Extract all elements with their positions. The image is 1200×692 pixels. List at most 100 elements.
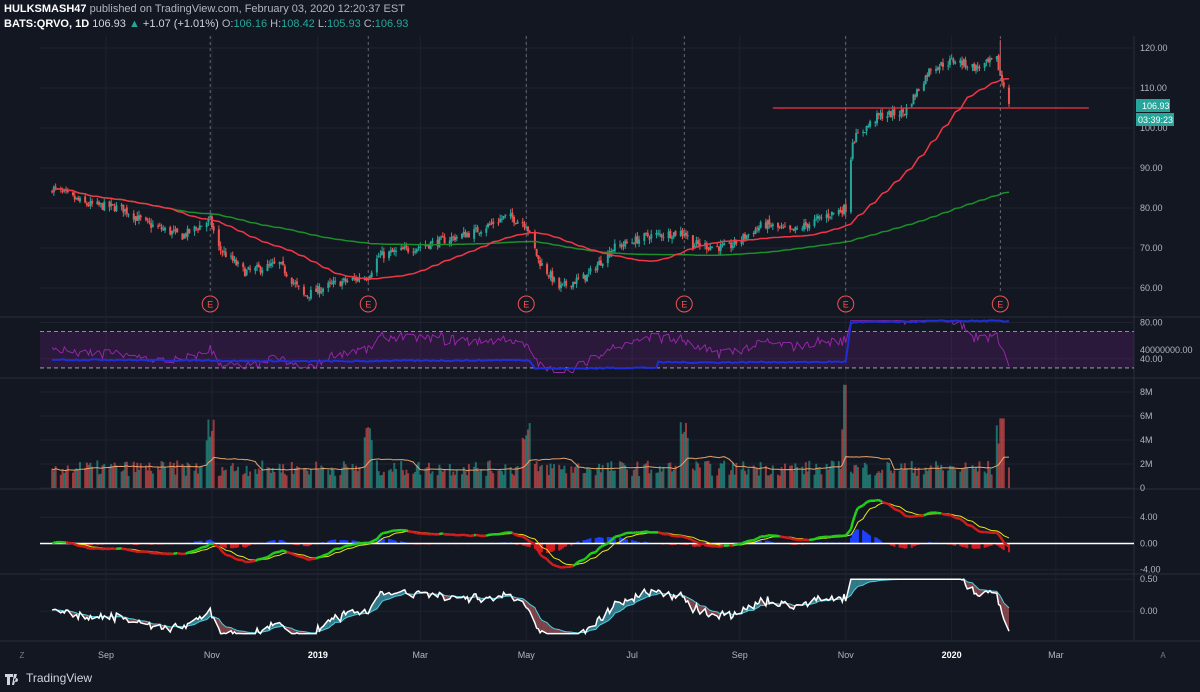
y-tick-label: 90.00 [1140,163,1163,173]
oscillator-fill [974,584,976,594]
candle-body [224,251,227,257]
volume-bar [584,472,587,488]
candle-body [124,208,127,212]
earnings-marker[interactable] [991,295,1009,313]
macd-line-segment [570,564,574,568]
macd-line-segment [973,527,977,531]
macd-line-segment [867,499,871,503]
macd-histogram-bar [341,540,344,544]
candle-body [697,240,700,244]
volume-bar [320,465,323,488]
candle-body [752,232,755,234]
volume-bar [526,429,529,488]
candle-body [950,58,953,60]
macd-line-segment [193,548,197,552]
candle-body [759,222,762,228]
candle-body [771,224,774,227]
candle-body [547,275,550,277]
volume-bar [87,464,90,488]
macd-line-segment [716,545,720,549]
earnings-marker[interactable] [359,295,377,313]
macd-histogram-bar [903,543,906,549]
volume-bar [315,461,318,488]
candle-body [304,295,307,297]
volume-bar [224,469,227,488]
macd-line-segment [893,507,900,513]
macd-histogram-bar [221,543,224,548]
candle-body [638,239,641,244]
volume-bar [188,464,191,488]
candle-body [197,229,200,231]
candle-body [961,61,964,66]
candle-body [355,277,358,281]
candle-body [577,277,580,279]
earnings-marker[interactable] [517,295,535,313]
chart-canvas[interactable]: E E E E E E Sep Nov 2019 Mar May Jul Sep Nov 2020 Mar Z… [0,0,1200,664]
y-tick-label: 2M [1140,459,1153,469]
candle-body [879,113,882,116]
volume-bar [985,473,988,488]
symbol-label[interactable]: BATS:QRVO, 1D [4,18,90,30]
volume-bar [935,461,938,488]
candle-body [691,235,694,249]
candle-body [874,122,877,124]
oscillator-fill [376,595,379,609]
earnings-marker[interactable] [201,295,219,313]
auto-scale-button[interactable]: A [1160,651,1166,660]
macd-line-segment [740,541,745,545]
macd-line-segment [575,560,580,565]
volume-bar [247,475,250,488]
candle-body [540,263,543,266]
macd-line-segment [221,550,225,555]
volume-bar [770,473,773,488]
macd-pane[interactable] [40,498,1134,569]
candle-body [905,107,908,116]
zoom-button[interactable]: Z [20,651,25,660]
volume-bar [52,471,55,488]
candle-body [268,264,271,266]
candle-body [523,223,526,228]
volume-bar [598,463,601,488]
candle-body [808,224,811,229]
volume-bar [148,462,151,488]
earnings-marker[interactable] [675,295,693,313]
macd-histogram-bar [231,543,234,549]
volume-bar [405,469,408,488]
rsi-pane[interactable] [40,319,1134,373]
candle-body [711,246,714,248]
macd-line-segment [888,503,892,508]
volume-bar [669,462,672,488]
earnings-marker[interactable] [837,295,855,313]
candle-body [936,67,939,70]
volume-bar [964,462,967,488]
candle-body [221,251,224,253]
volume-bar [910,461,913,488]
macd-histogram-bar [959,543,962,547]
macd-histogram-bar [862,530,865,544]
macd-line-segment [997,533,1002,538]
author-name[interactable]: HULKSMASH47 [4,3,87,15]
volume-bar [987,460,990,488]
volume-bar [254,469,257,488]
macd-line-segment [128,548,134,553]
macd-histogram-bar [768,541,771,544]
candle-body [669,230,672,238]
oscillator-pane[interactable] [51,578,1010,636]
macd-line-segment [379,532,383,537]
volume-bar [144,465,147,488]
candle-body [290,277,293,284]
macd-line-segment [697,541,701,545]
volume-bar [268,467,271,488]
volume-pane[interactable] [51,384,1010,488]
macd-line-segment [862,502,866,507]
volume-bar [634,468,637,488]
volume-bar [759,462,762,488]
macd-histogram-bar [618,537,621,544]
volume-bar [236,466,239,488]
volume-bar [381,474,384,488]
volume-bar [115,465,118,488]
tradingview-brand[interactable]: TradingView [26,671,93,685]
volume-bar [162,462,165,488]
oscillator-fill [224,625,226,634]
